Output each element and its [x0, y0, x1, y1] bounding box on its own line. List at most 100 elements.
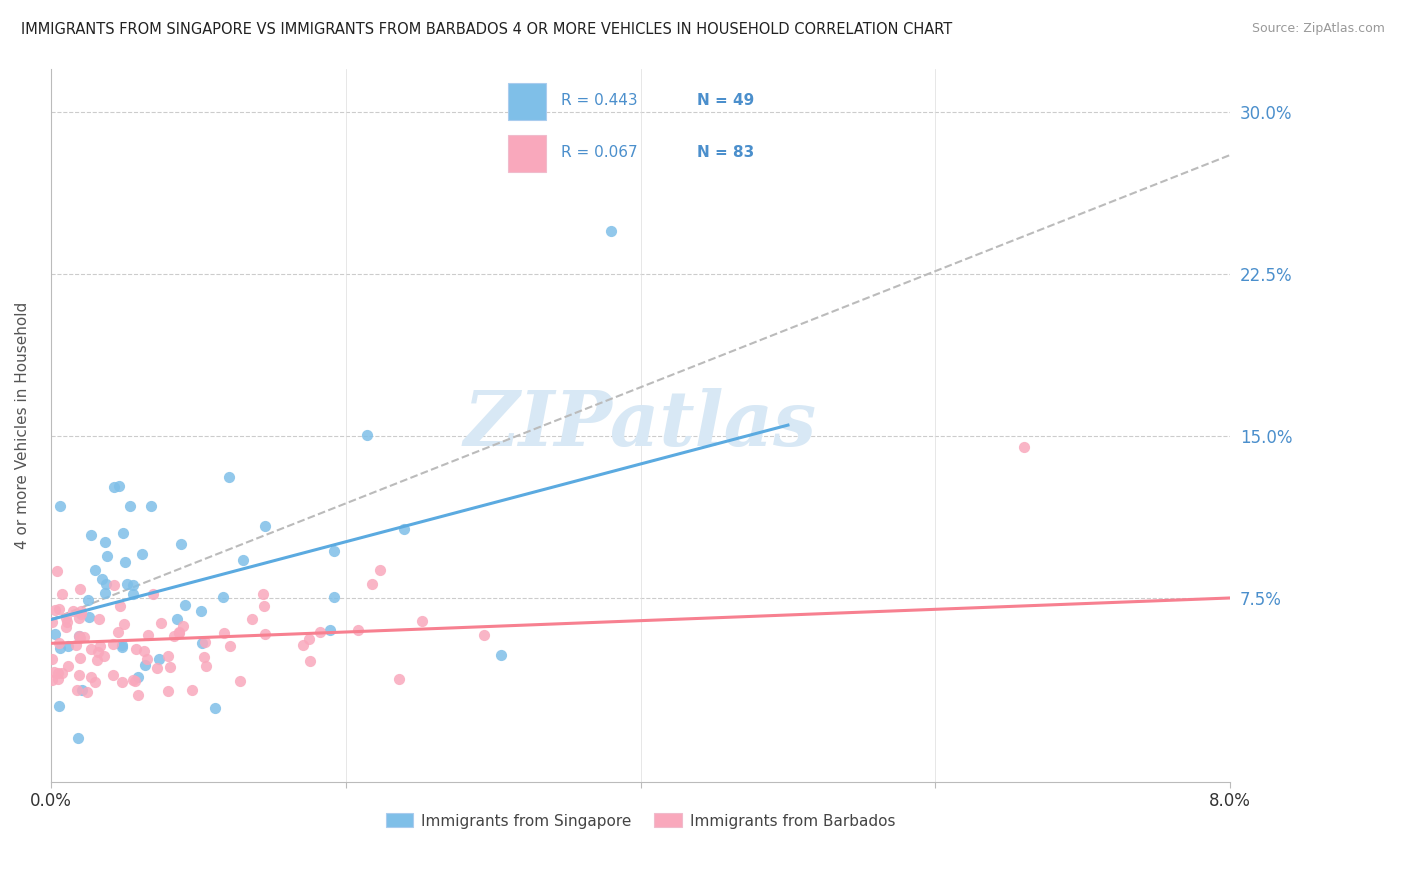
Point: [174, 598, 197, 612]
Point: [142, 587, 165, 601]
Point: [125, 642, 148, 657]
Point: [44, 665, 66, 679]
Point: [41, 615, 63, 629]
Text: ZIPatlas: ZIPatlas: [464, 388, 817, 462]
Point: [159, 660, 181, 674]
Point: [135, 651, 157, 665]
Point: [46, 564, 69, 578]
Point: [157, 683, 180, 698]
Point: [67, 668, 90, 682]
Point: [120, 499, 142, 513]
Point: [323, 543, 346, 558]
Point: [145, 661, 167, 675]
Point: [157, 649, 180, 664]
Point: [298, 632, 321, 647]
Point: [112, 526, 135, 541]
Point: [181, 683, 204, 698]
Point: [80, 528, 103, 542]
Point: [48, 499, 70, 513]
Point: [472, 628, 495, 642]
Y-axis label: 4 or more Vehicles in Household: 4 or more Vehicles in Household: [15, 301, 30, 549]
Point: [77, 609, 100, 624]
Point: [48, 699, 70, 714]
Point: [73, 630, 96, 644]
Point: [101, 668, 124, 682]
Point: [69, 650, 91, 665]
Point: [170, 537, 193, 551]
Point: [134, 657, 156, 672]
Point: [56, 639, 79, 653]
Point: [86, 645, 108, 659]
Point: [347, 623, 370, 637]
Point: [298, 654, 321, 668]
Point: [121, 587, 143, 601]
Point: [127, 669, 149, 683]
Point: [127, 688, 149, 702]
Point: [107, 624, 129, 639]
Point: [148, 652, 170, 666]
Point: [134, 644, 156, 658]
Point: [229, 673, 252, 688]
Point: [48, 635, 70, 649]
Point: [139, 500, 162, 514]
Point: [394, 522, 416, 536]
Point: [190, 604, 212, 618]
Point: [56, 659, 79, 673]
Point: [93, 535, 115, 549]
Point: [240, 611, 263, 625]
Point: [66, 683, 89, 698]
Point: [212, 626, 235, 640]
Point: [219, 639, 242, 653]
Point: [361, 577, 384, 591]
Point: [91, 572, 114, 586]
Point: [55, 611, 77, 625]
Point: [356, 428, 378, 442]
Point: [322, 590, 344, 604]
Point: [253, 599, 276, 613]
Point: [96, 549, 118, 563]
Point: [55, 620, 77, 634]
Point: [114, 555, 136, 569]
Point: [87, 612, 110, 626]
Point: [319, 623, 342, 637]
Point: [121, 578, 143, 592]
Point: [117, 577, 139, 591]
Point: [51, 587, 73, 601]
Point: [232, 553, 254, 567]
Point: [48, 602, 70, 616]
Point: [136, 628, 159, 642]
Point: [252, 587, 274, 601]
Point: [94, 576, 117, 591]
Point: [84, 675, 107, 690]
Point: [193, 650, 215, 665]
Point: [112, 616, 135, 631]
Point: [46, 672, 69, 686]
Point: [51, 666, 73, 681]
Point: [86, 652, 108, 666]
Point: [121, 673, 143, 687]
Point: [124, 674, 146, 689]
Point: [44, 627, 66, 641]
Point: [172, 619, 194, 633]
Point: [67, 629, 90, 643]
Point: [191, 636, 214, 650]
Point: [103, 577, 125, 591]
Point: [80, 670, 103, 684]
Point: [76, 592, 98, 607]
Point: [41, 673, 63, 687]
Point: [162, 629, 184, 643]
Point: [292, 638, 315, 652]
Point: [69, 631, 91, 645]
Legend: Immigrants from Singapore, Immigrants from Barbados: Immigrants from Singapore, Immigrants fr…: [380, 807, 901, 835]
Point: [368, 563, 391, 577]
Point: [212, 590, 235, 604]
Point: [131, 547, 153, 561]
Point: [94, 586, 117, 600]
Point: [111, 640, 134, 654]
Point: [69, 582, 91, 597]
Point: [65, 638, 87, 652]
Point: [67, 610, 90, 624]
Point: [489, 648, 512, 662]
Point: [218, 470, 240, 484]
Point: [70, 607, 93, 622]
